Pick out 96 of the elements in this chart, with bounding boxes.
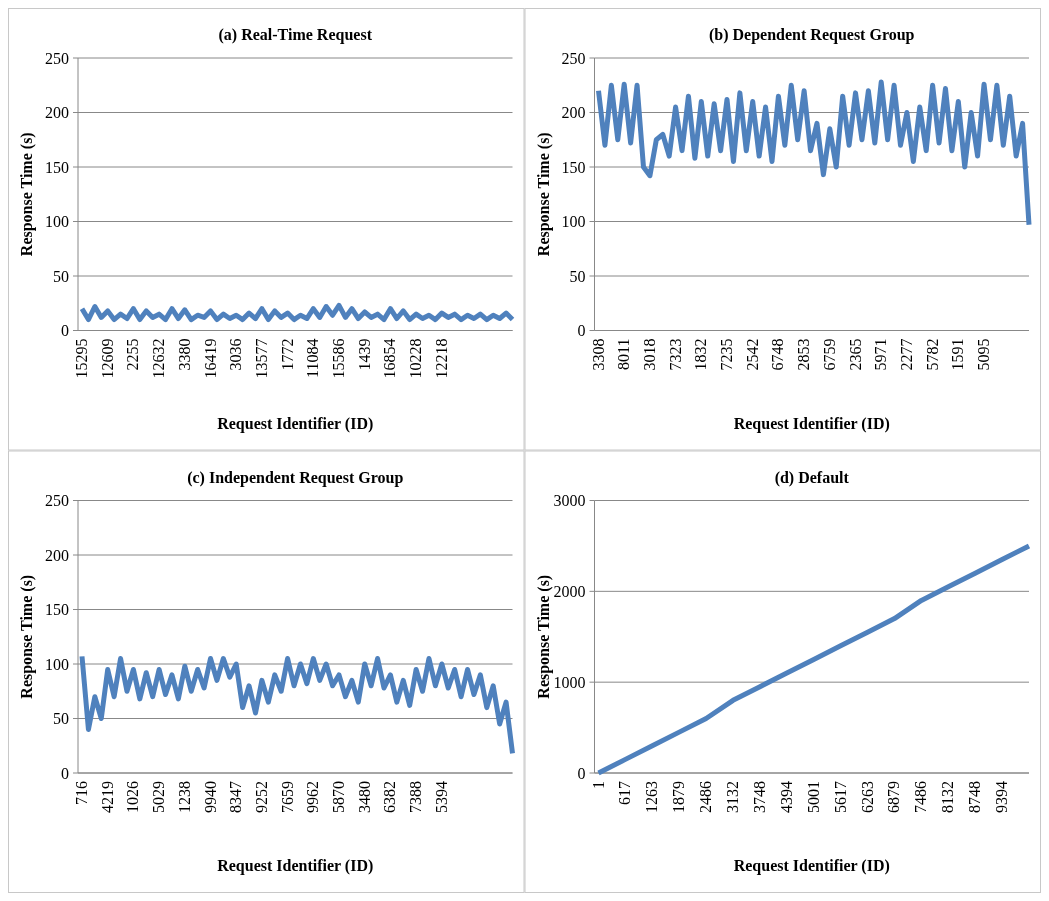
x-tick-label: 11084 [304, 338, 322, 378]
x-tick-label: 5001 [804, 781, 822, 813]
x-tick-label: 8748 [966, 781, 984, 813]
x-tick-label: 10228 [407, 338, 425, 379]
y-axis-title: Response Time (s) [534, 574, 553, 699]
x-tick-label: 13577 [252, 338, 270, 379]
x-tick-label: 4394 [777, 781, 795, 813]
y-tick-label: 3000 [553, 492, 586, 510]
x-tick-label: 5870 [330, 781, 348, 813]
x-tick-label: 8347 [227, 781, 245, 813]
x-tick-label: 617 [616, 781, 634, 805]
x-tick-label: 6759 [820, 338, 838, 371]
x-tick-label: 9962 [304, 781, 322, 813]
x-tick-label: 1772 [278, 338, 296, 371]
y-tick-label: 200 [561, 104, 586, 122]
x-tick-label: 15295 [73, 338, 90, 379]
x-tick-label: 15586 [330, 338, 348, 379]
x-tick-label: 12632 [150, 338, 168, 379]
x-tick-label: 3018 [640, 338, 658, 371]
y-tick-label: 50 [53, 710, 69, 728]
y-tick-label: 0 [577, 764, 586, 782]
y-tick-label: 50 [53, 267, 69, 285]
x-axis-title: Request Identifier (ID) [217, 857, 374, 875]
x-tick-label: 5095 [975, 338, 993, 371]
x-tick-label: 6382 [381, 781, 399, 813]
x-tick-label: 7323 [666, 338, 684, 371]
y-tick-label: 2000 [553, 582, 586, 600]
y-axis-title: Response Time (s) [18, 132, 36, 257]
x-tick-label: 3748 [750, 781, 768, 813]
y-tick-label: 100 [45, 213, 69, 231]
x-tick-label: 3132 [724, 781, 742, 813]
x-tick-label: 716 [73, 781, 90, 805]
x-tick-label: 3308 [589, 338, 607, 371]
x-tick-label: 5029 [150, 781, 168, 813]
chart-title: (a) Real-Time Request [218, 26, 373, 44]
y-axis-title: Response Time (s) [18, 574, 36, 699]
x-tick-label: 7235 [718, 338, 736, 371]
x-tick-label: 5394 [432, 781, 450, 813]
x-tick-label: 3480 [355, 781, 373, 813]
x-tick-label: 2853 [795, 338, 813, 371]
y-axis-title: Response Time (s) [534, 132, 553, 257]
chart-title: (d) Default [774, 468, 850, 487]
chart-title: (b) Dependent Request Group [709, 26, 915, 44]
x-tick-label: 1832 [692, 338, 710, 371]
x-tick-label: 4219 [98, 781, 116, 813]
y-tick-label: 150 [45, 601, 69, 619]
x-tick-label: 16854 [381, 338, 399, 379]
x-tick-label: 7659 [278, 781, 296, 813]
x-tick-label: 1263 [643, 781, 661, 813]
x-tick-label: 1439 [355, 338, 373, 371]
x-tick-label: 9252 [252, 781, 270, 813]
chart-title: (c) Independent Request Group [187, 468, 404, 487]
x-tick-label: 7388 [407, 781, 425, 813]
y-tick-label: 150 [561, 158, 586, 176]
y-tick-label: 50 [569, 267, 586, 285]
x-tick-label: 2542 [743, 338, 761, 371]
y-tick-label: 100 [561, 213, 586, 231]
x-tick-label: 9940 [201, 781, 219, 813]
y-tick-label: 0 [577, 322, 586, 340]
x-tick-label: 12218 [432, 338, 450, 379]
x-axis-title: Request Identifier (ID) [733, 414, 890, 433]
x-tick-label: 5971 [872, 338, 890, 371]
x-tick-label: 1026 [124, 781, 142, 813]
x-tick-label: 8011 [615, 338, 633, 370]
y-tick-label: 200 [45, 104, 69, 122]
x-tick-label: 8132 [939, 781, 957, 813]
x-tick-label: 5617 [831, 781, 849, 813]
x-tick-label: 6748 [769, 338, 787, 371]
x-tick-label: 6263 [858, 781, 876, 813]
x-axis-title: Request Identifier (ID) [733, 857, 890, 875]
x-tick-label: 1238 [175, 781, 193, 813]
x-tick-label: 2255 [124, 338, 142, 371]
y-tick-label: 0 [61, 322, 69, 340]
y-tick-label: 250 [45, 49, 69, 67]
x-tick-label: 6879 [885, 781, 903, 813]
x-tick-label: 2486 [697, 781, 715, 813]
y-tick-label: 250 [561, 49, 586, 67]
x-tick-label: 3380 [175, 338, 193, 371]
x-tick-label: 1879 [670, 781, 688, 813]
x-tick-label: 1 [589, 781, 607, 789]
y-tick-label: 250 [45, 492, 69, 510]
x-axis-title: Request Identifier (ID) [217, 414, 374, 433]
y-tick-label: 100 [45, 655, 69, 673]
x-tick-label: 3036 [227, 338, 245, 371]
x-tick-label: 9394 [993, 781, 1011, 813]
x-tick-label: 7486 [912, 781, 930, 813]
y-tick-label: 1000 [553, 673, 586, 691]
x-tick-label: 5782 [923, 338, 941, 371]
y-tick-label: 150 [45, 158, 69, 176]
x-tick-label: 2277 [897, 338, 915, 371]
x-tick-label: 2365 [846, 338, 864, 371]
x-tick-label: 12609 [98, 338, 116, 379]
x-tick-label: 16419 [201, 338, 219, 379]
y-tick-label: 0 [61, 764, 69, 782]
x-tick-label: 1591 [949, 338, 967, 371]
y-tick-label: 200 [45, 546, 69, 564]
